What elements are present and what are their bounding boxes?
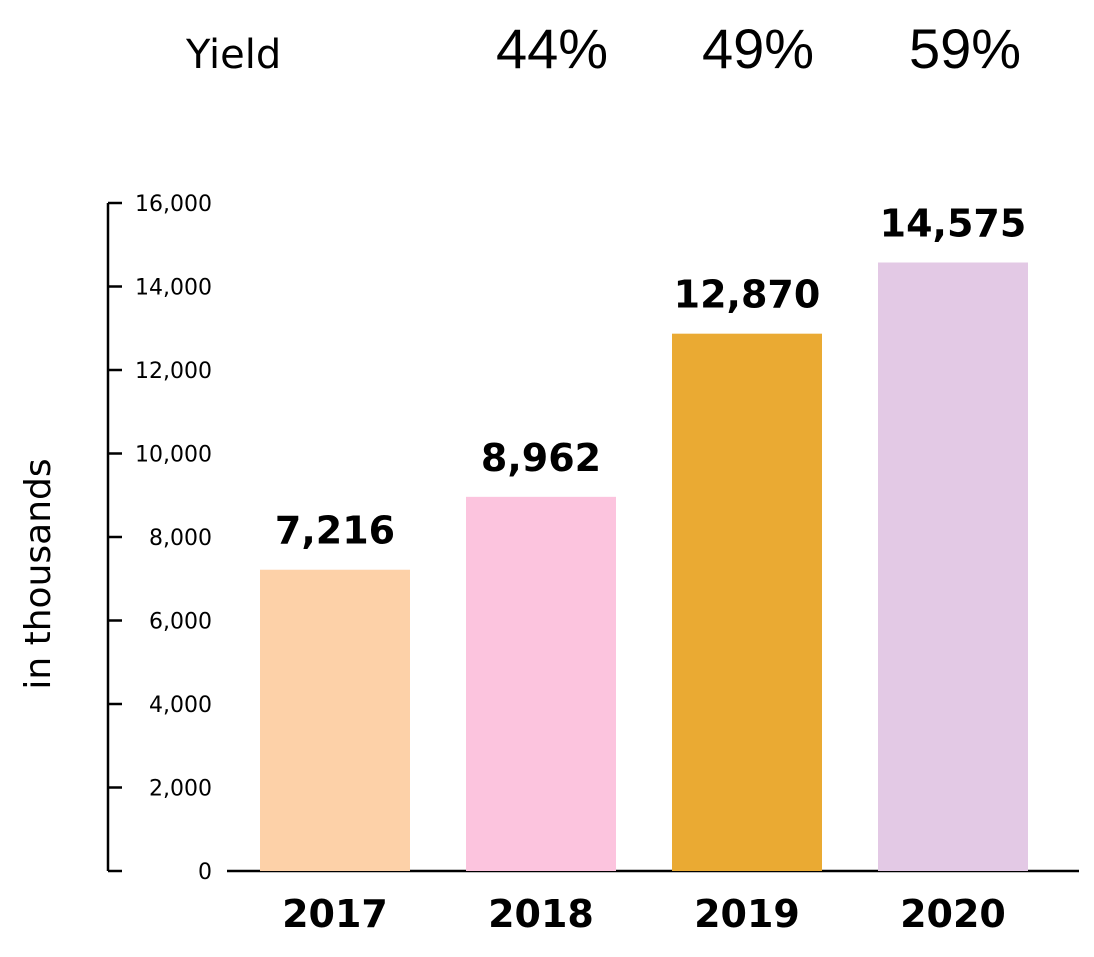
y-tick-label: 2,000 [149, 777, 212, 802]
data-label-2017: 7,216 [275, 509, 395, 553]
y-tick-label: 6,000 [149, 610, 212, 635]
data-label-2018: 8,962 [481, 436, 601, 480]
y-axis-title: in thousands [18, 458, 59, 689]
bar-2018 [466, 496, 616, 871]
y-tick-label: 14,000 [135, 276, 212, 301]
category-label-2019: 2019 [694, 892, 800, 936]
category-labels: 2017 2018 2019 2020 [282, 892, 1006, 936]
bars [260, 262, 1028, 871]
category-label-2018: 2018 [488, 892, 594, 936]
yield-label: Yield [185, 32, 281, 78]
yield-value-2020: 59% [909, 17, 1021, 80]
y-tick-label: 12,000 [135, 359, 212, 384]
data-labels: 7,216 8,962 12,870 14,575 [275, 201, 1026, 552]
category-label-2020: 2020 [900, 892, 1006, 936]
yield-value-2019: 49% [702, 17, 814, 80]
y-tick-label: 0 [198, 860, 212, 885]
yield-row: Yield 44% 49% 59% [185, 17, 1021, 80]
bar-2017 [260, 569, 410, 871]
y-tick-label: 16,000 [135, 192, 212, 217]
data-label-2019: 12,870 [674, 273, 821, 317]
y-tick-label: 8,000 [149, 526, 212, 551]
bar-2020 [878, 262, 1028, 871]
y-tick-label: 10,000 [135, 443, 212, 468]
y-tick-label: 4,000 [149, 693, 212, 718]
category-label-2017: 2017 [282, 892, 388, 936]
y-ticks: 0 2,000 4,000 6,000 8,000 10,000 12,000 14,000 1… [108, 192, 212, 885]
data-label-2020: 14,575 [880, 201, 1027, 245]
yield-value-2018: 44% [496, 17, 608, 80]
bar-2019 [672, 333, 822, 871]
